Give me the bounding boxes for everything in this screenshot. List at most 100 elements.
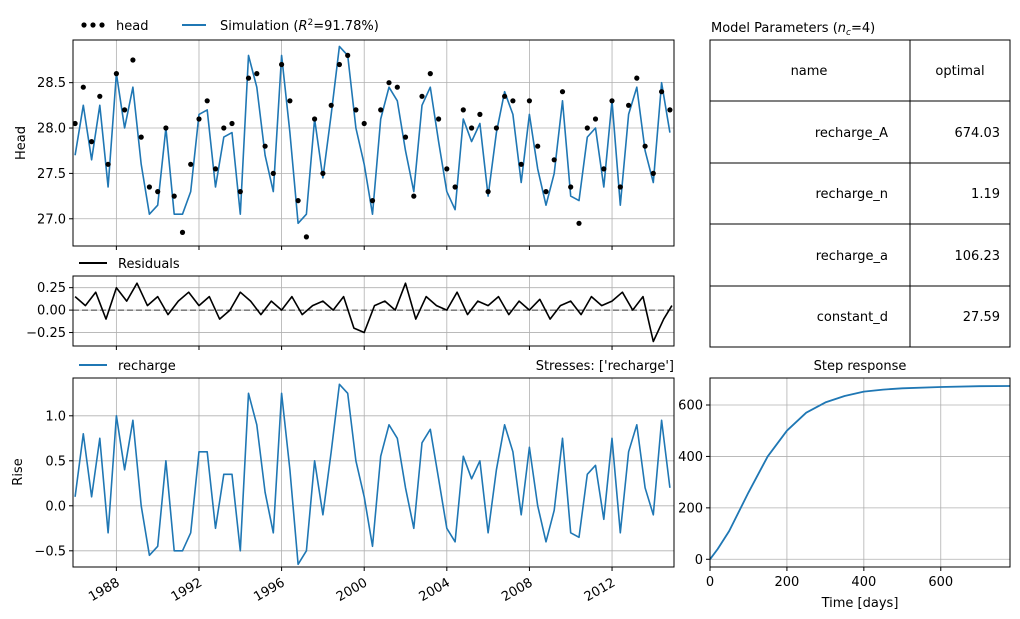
y-tick-label: −0.25 [26,326,66,341]
table-cell-value: 27.59 [963,310,1000,325]
head-point [295,198,301,204]
table-cell-name: constant_d [817,310,888,325]
head-point [502,93,508,99]
residuals-line [74,282,673,343]
recharge-series [74,383,671,566]
parameters-title: Model Parameters (nc=4) [711,21,875,38]
y-tick-label: 28.5 [37,76,66,91]
head-point [436,116,442,122]
table-cell-name: recharge_n [815,187,888,202]
x-tick-label: 2000 [334,575,370,605]
head-point [312,116,318,122]
step-response-panel: Step response 0 200 400 600 0 200 400 600 Time… [678,359,1011,611]
x-tick-label: 2012 [582,575,618,605]
head-point [510,98,516,104]
head-point [287,98,293,104]
head-legend: head Simulation (R2=91.78%) [81,18,379,34]
head-point [336,61,342,68]
head-point [369,198,376,204]
head-point [551,157,557,163]
head-point [105,161,111,167]
table-cell-name: recharge_a [816,249,888,264]
residuals-axes-frame [72,275,675,347]
head-point [196,116,202,122]
head-point [229,120,235,127]
head-point [634,75,640,81]
contribution-xticks: 1988 1992 1996 2000 2004 2008 2012 [86,567,618,605]
x-tick-label: 1992 [169,575,205,605]
head-point [659,89,665,95]
head-point [592,116,599,122]
contribution-ylabel: Rise [11,458,26,485]
contribution-yticks: −0.5 0.0 0.5 1.0 [34,409,73,559]
legend-head-marker [81,22,87,28]
step-title: Step response [814,359,907,374]
residuals-series [74,282,673,343]
head-point [543,189,549,195]
head-point [584,125,590,131]
head-point [378,107,384,113]
step-grid [709,378,1010,567]
head-point [122,107,128,113]
step-response-series [709,385,1011,560]
y-tick-label: 0.0 [45,499,66,514]
x-tick-label: 1988 [86,575,122,605]
head-point [452,184,458,190]
legend-head-marker [99,22,105,28]
step-xlabel: Time [days] [821,596,899,611]
head-point [568,184,574,190]
x-tick-label: 2004 [417,575,453,605]
contribution-panel: −0.5 0.0 0.5 1.0 1988 1992 1996 2000 2004 2008 20… [11,359,675,605]
x-tick-label: 400 [851,575,876,590]
residuals-panel: 0.25 0.00 −0.25 Residuals [26,257,675,350]
head-point [444,166,450,172]
head-point [526,98,533,104]
simulation-line [74,45,671,225]
head-point [179,229,186,235]
head-point [617,184,623,190]
head-point [237,189,243,195]
head-point [204,98,210,104]
table-header-optimal: optimal [935,64,984,79]
head-point [171,193,177,199]
head-point [642,143,648,149]
head-grid [73,40,674,246]
table-header-name: name [791,64,828,79]
head-point [89,139,95,145]
simulation-series [74,45,671,225]
head-point [535,143,541,149]
legend-head-marker [90,22,96,28]
head-point [80,84,86,90]
head-point [320,170,326,176]
head-point [270,170,276,176]
head-point [460,107,466,113]
residuals-xticks [115,346,613,350]
x-tick-label: 200 [775,575,800,590]
head-point [279,61,285,68]
head-point [262,143,268,149]
head-point [130,57,136,63]
y-tick-label: 0.5 [45,454,66,469]
head-point [485,189,491,195]
head-point [477,111,483,117]
head-point [155,189,161,195]
step-yticks: 0 200 400 600 [678,399,710,568]
head-point [667,107,673,113]
head-point [328,102,334,108]
table-cell-value: 106.23 [955,249,1001,264]
head-point [138,134,144,140]
head-point [245,75,252,81]
head-point [402,134,409,140]
head-point [72,120,78,127]
head-point [601,166,607,172]
head-point [345,52,351,59]
parameters-table: Model Parameters (nc=4) name optimal rec… [709,21,1011,348]
y-tick-label: 200 [678,501,703,516]
stresses-label: Stresses: ['recharge'] [536,359,674,374]
head-observations [72,52,673,240]
residuals-yticks: 0.25 0.00 −0.25 [26,281,73,341]
head-point [411,193,417,199]
head-point [254,71,260,77]
head-panel: 27.0 27.5 28.0 28.5 Head head Simulation (R… [14,18,675,250]
